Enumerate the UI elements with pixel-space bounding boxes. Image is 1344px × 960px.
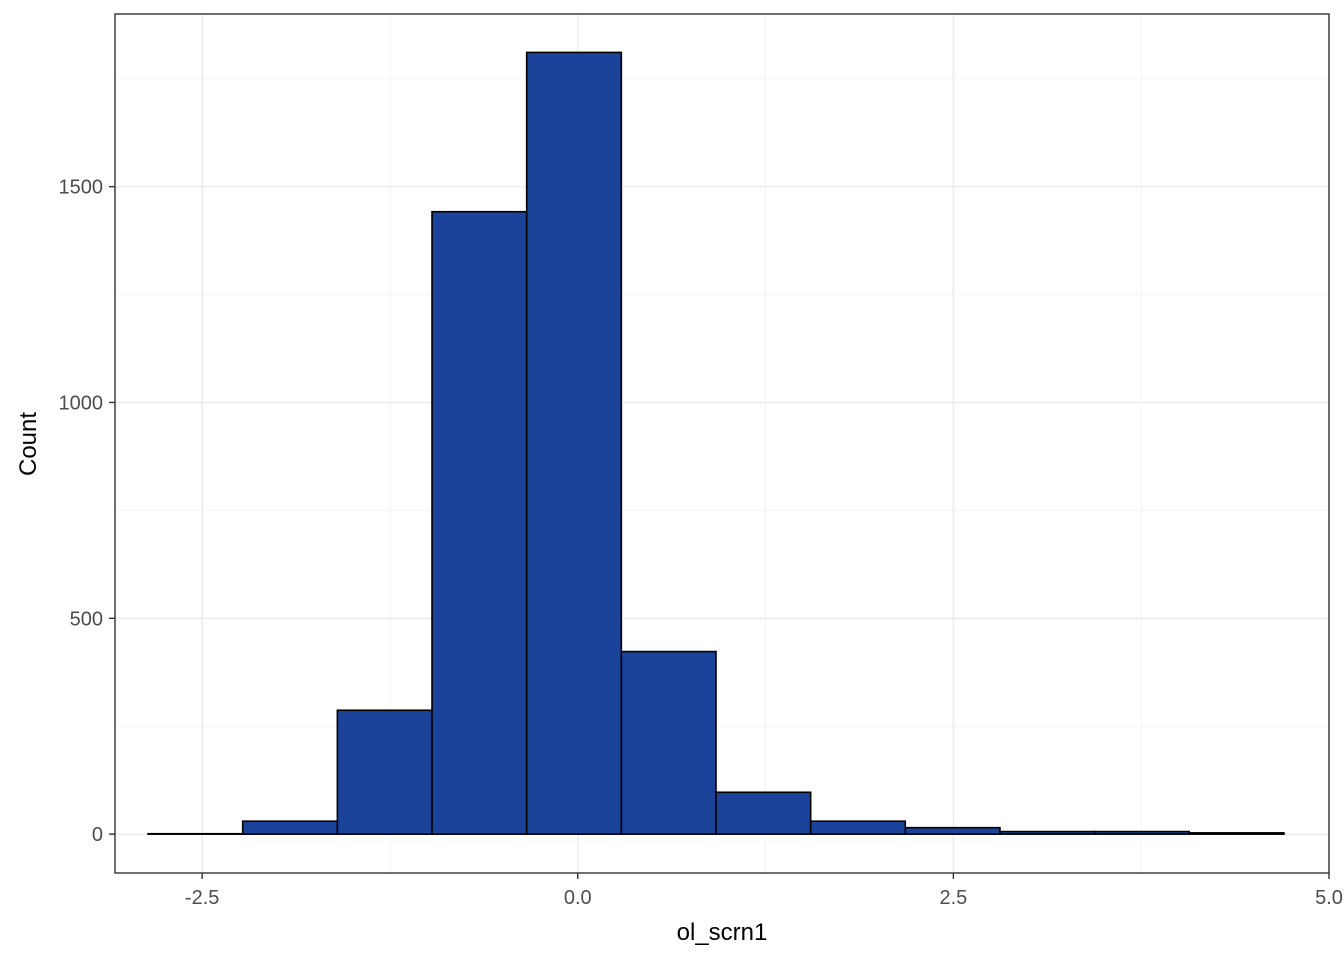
x-tick-label: -2.5 xyxy=(185,887,219,909)
histogram-bar-8 xyxy=(809,820,907,835)
x-tick-label: 2.5 xyxy=(939,887,967,909)
y-axis-title: Count xyxy=(15,412,42,476)
x-axis: -2.5 0.0 2.5 5.0 xyxy=(185,873,1343,909)
histogram-bar-10 xyxy=(999,830,1096,835)
histogram-bar-5 xyxy=(525,51,623,835)
histogram-bar-9 xyxy=(904,826,1001,835)
y-tick-label: 1000 xyxy=(59,392,104,414)
histogram-bar-4 xyxy=(431,210,528,835)
histogram-bar-3 xyxy=(336,709,433,835)
y-tick-label: 0 xyxy=(92,824,103,846)
plot-panel-border xyxy=(114,13,1330,874)
x-tick-label: 5.0 xyxy=(1315,887,1343,909)
x-axis-title: ol_scrn1 xyxy=(677,919,768,946)
histogram-bar-7 xyxy=(715,791,812,835)
x-tick-label: 0.0 xyxy=(564,887,592,909)
y-tick-label: 1500 xyxy=(59,177,104,199)
histogram-bar-6 xyxy=(620,650,717,835)
y-tick-label: 500 xyxy=(70,608,103,630)
histogram-bar-12 xyxy=(1188,832,1285,835)
histogram-bar-2 xyxy=(241,820,339,835)
y-axis: 0 500 1000 1500 xyxy=(59,177,115,846)
histogram-bar-11 xyxy=(1093,830,1191,835)
histogram-bars xyxy=(147,51,1285,835)
plot-panel-background xyxy=(115,14,1329,873)
minor-gridlines xyxy=(115,14,1329,873)
